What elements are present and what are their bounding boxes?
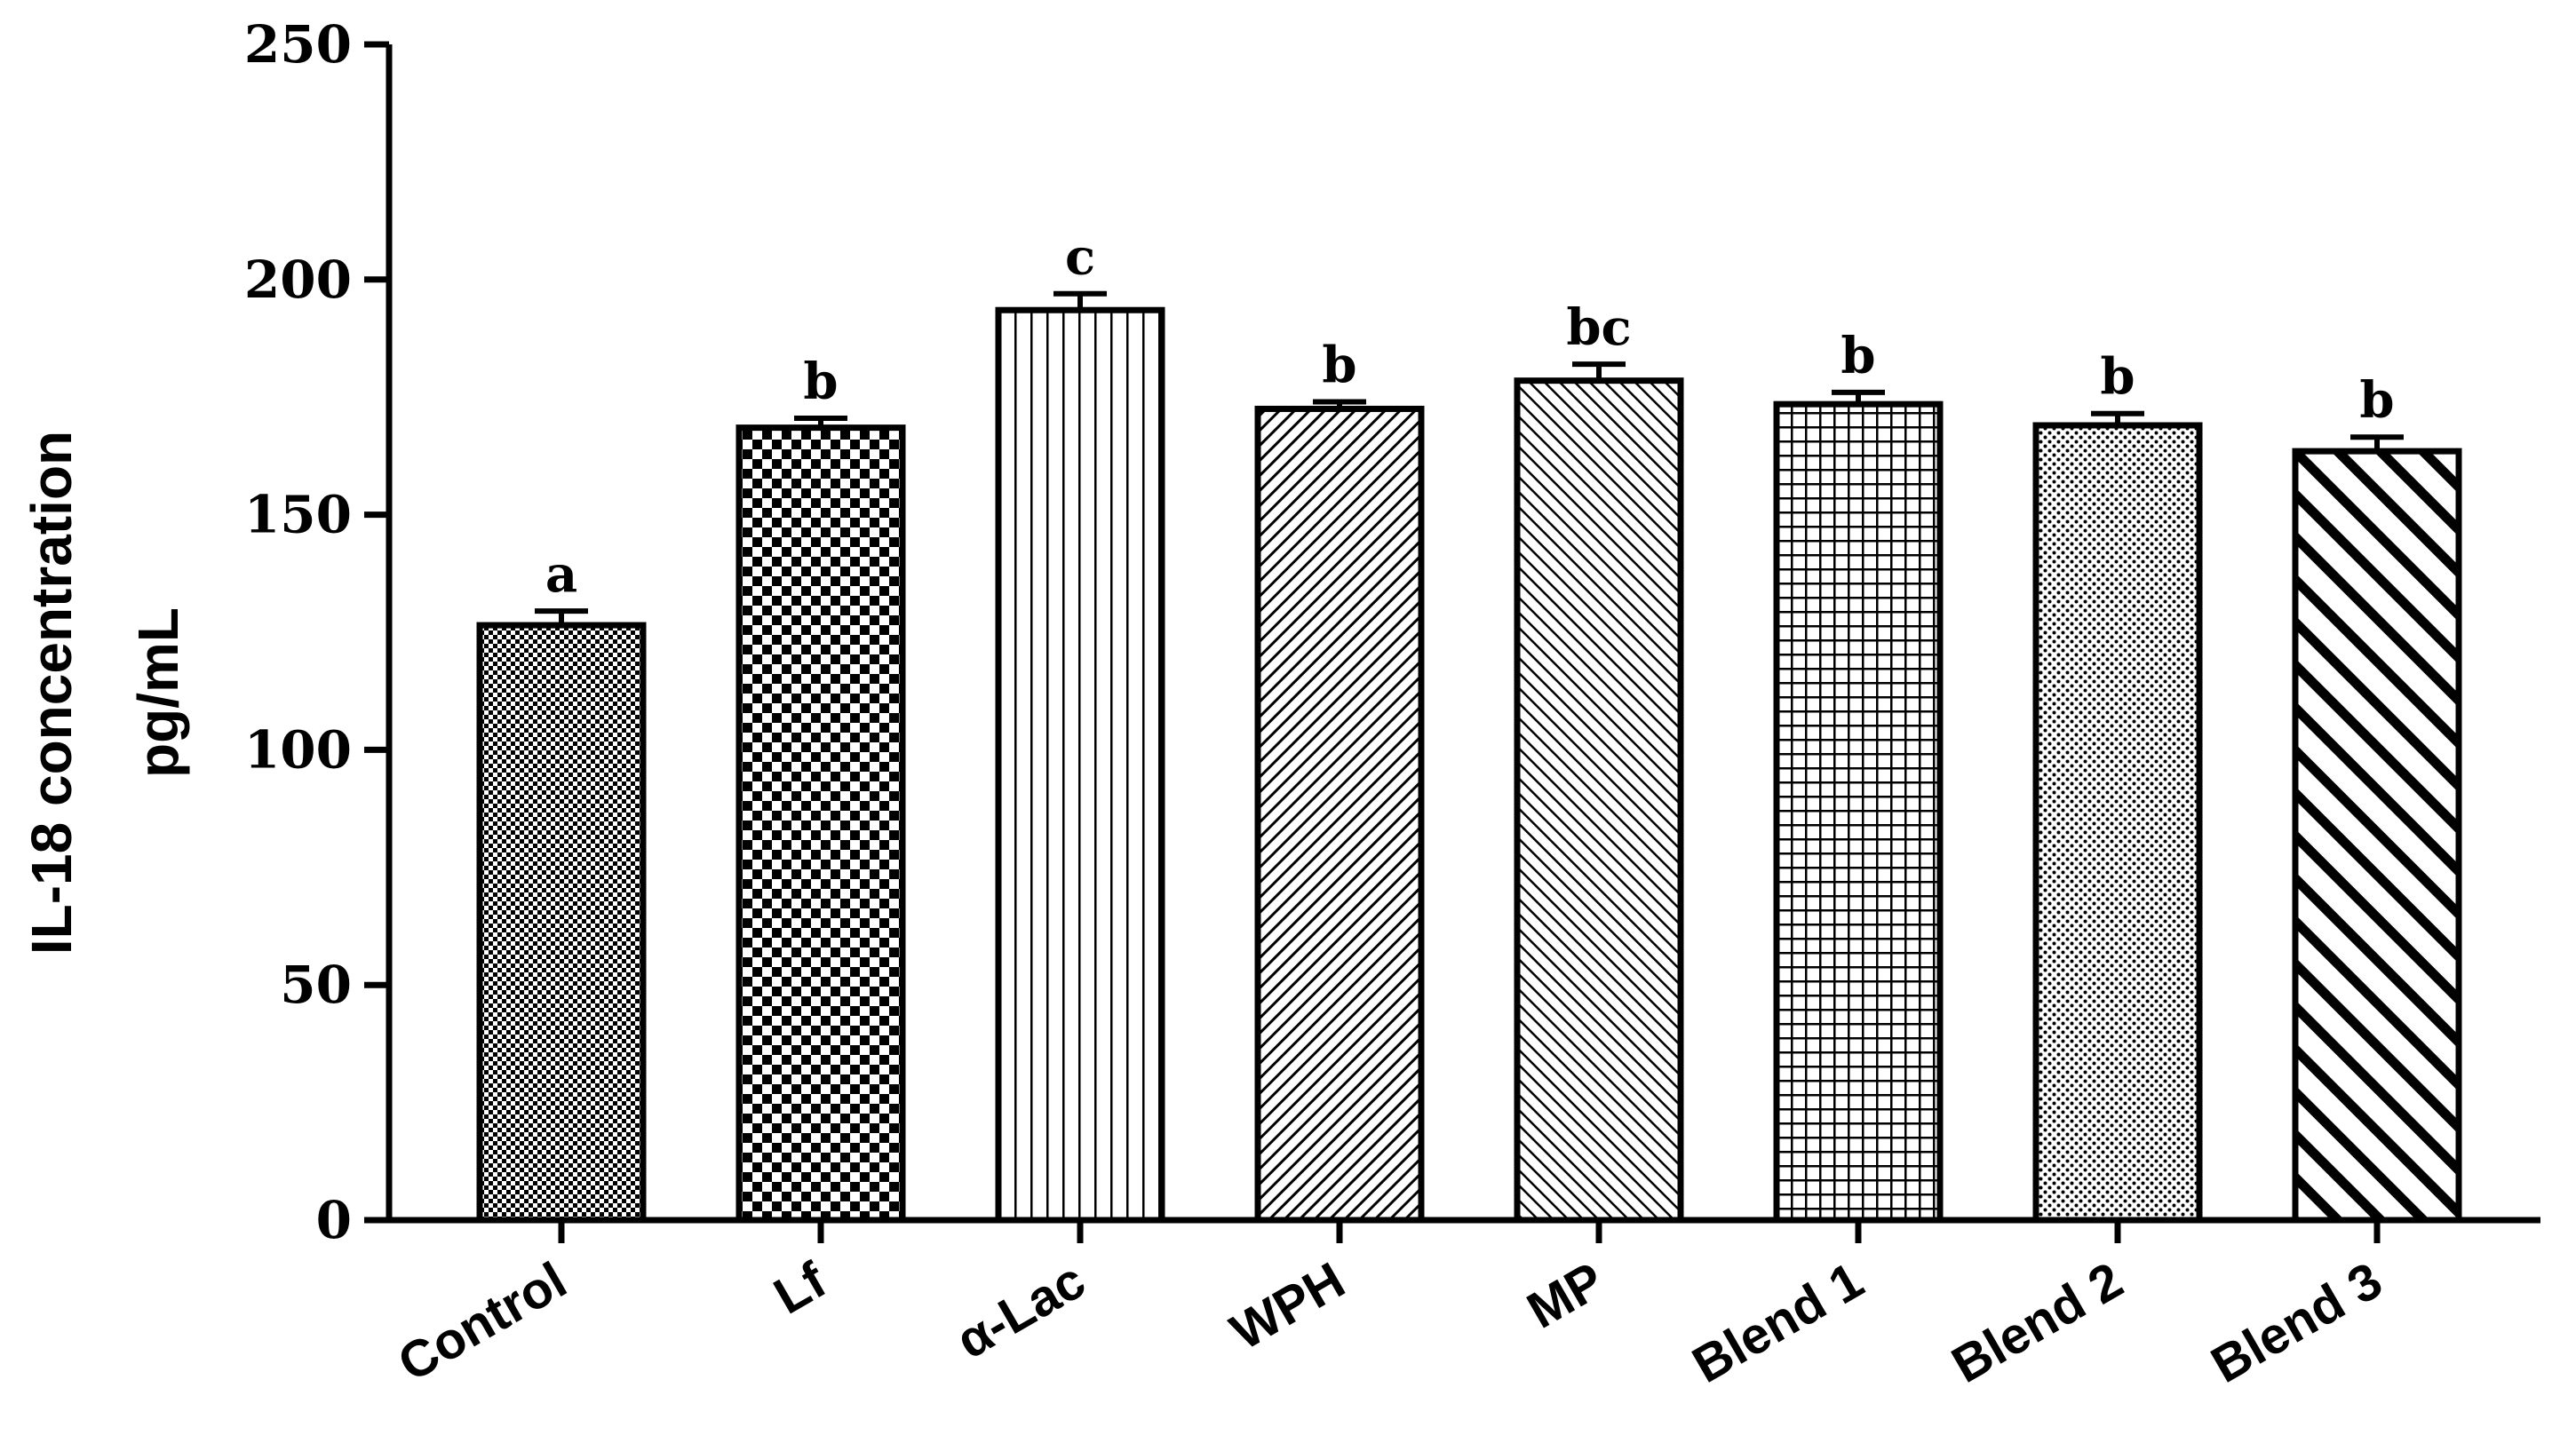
y-axis: 0 50 100 150 200 250 [244, 14, 393, 1250]
significance-label: b [803, 353, 838, 411]
y-axis-title-line-2: pg/mL [126, 607, 190, 778]
x-tick-label: α-Lac [947, 1251, 1095, 1370]
bar [1254, 405, 1425, 1224]
x-tick-label: Blend 3 [2202, 1251, 2392, 1394]
y-tick-label: 0 [316, 1190, 352, 1250]
bar-group: c [995, 228, 1165, 1224]
significance-label: b [2100, 348, 2135, 407]
bar [2032, 422, 2203, 1224]
y-axis-title-line-1: IL-18 concentration [20, 431, 83, 955]
x-tick-label: Control [388, 1251, 576, 1392]
y-axis-title: IL-18 concentration pg/mL [20, 431, 190, 955]
significance-label: b [1841, 327, 1875, 385]
significance-label: b [1322, 336, 1356, 394]
y-tick-label: 150 [244, 485, 352, 545]
y-tick-label: 100 [244, 719, 352, 780]
bar [995, 306, 1165, 1224]
bar-group: b [1773, 327, 1944, 1224]
x-axis: Control Lf α-Lac WPH MP Blend 1 Blend 2 Blend 3 [386, 1217, 2540, 1394]
bar [1773, 400, 1944, 1224]
bar [735, 424, 906, 1224]
bar-group: b [1254, 336, 1425, 1224]
x-tick-label: Blend 2 [1943, 1251, 2133, 1394]
significance-label: b [2359, 371, 2394, 430]
bar [1514, 377, 1684, 1224]
y-tick-label: 50 [280, 955, 352, 1015]
bar [476, 622, 647, 1224]
y-tick-label: 250 [244, 14, 352, 75]
x-tick-label: WPH [1221, 1251, 1355, 1361]
bar-group: b [735, 353, 906, 1224]
x-tick-label: Blend 1 [1683, 1251, 1873, 1394]
bar-group: b [2032, 348, 2203, 1224]
significance-label: c [1065, 228, 1095, 287]
significance-label: a [545, 545, 577, 604]
x-tick-label: MP [1518, 1251, 1614, 1340]
y-tick-label: 200 [244, 250, 352, 310]
bar-group: a [476, 545, 647, 1224]
x-tick-label: Lf [765, 1251, 837, 1326]
significance-label: bc [1566, 298, 1631, 357]
bar [2292, 448, 2462, 1224]
bar-group: b [2292, 371, 2462, 1224]
bar-group: bc [1514, 298, 1684, 1224]
